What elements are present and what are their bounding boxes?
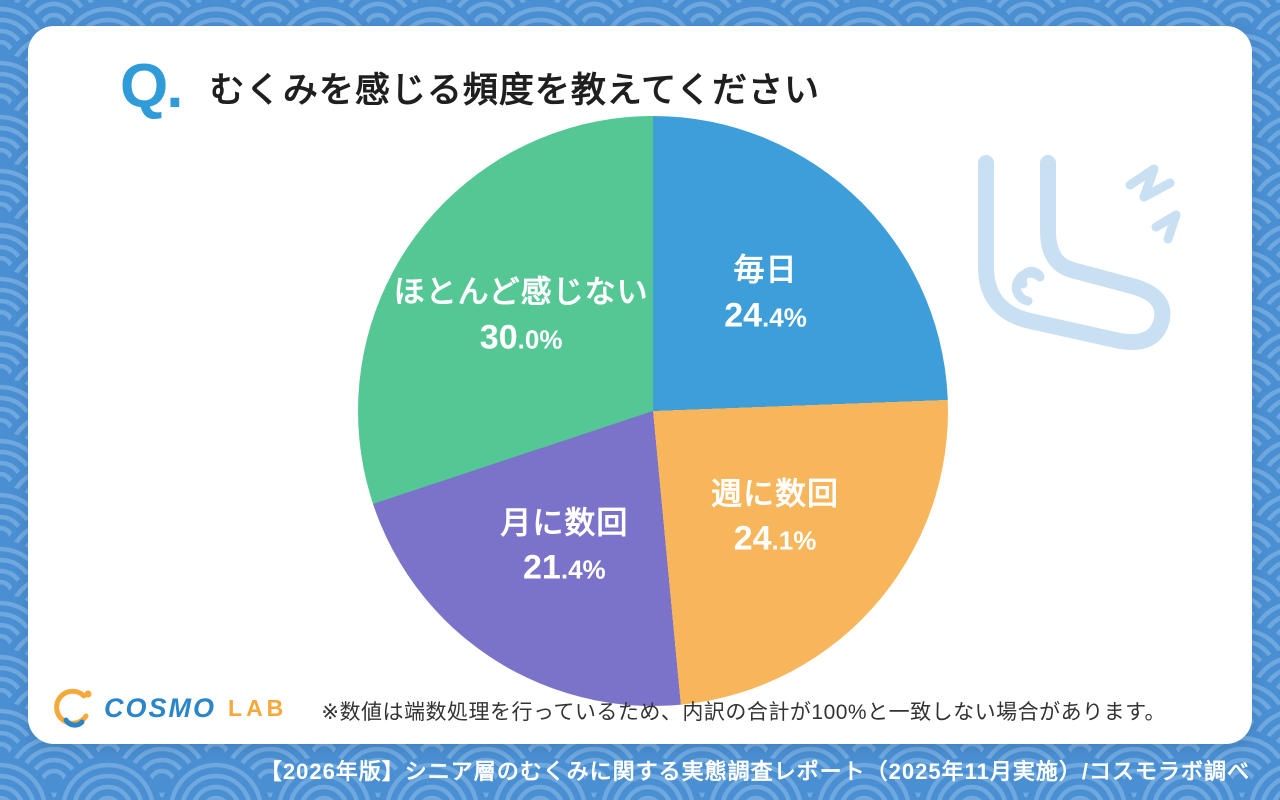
question-q-mark: Q. bbox=[120, 52, 183, 121]
pie-slice-label: 週に数回 24.1% bbox=[711, 476, 840, 558]
pie-slice-label: 月に数回 21.4% bbox=[500, 505, 629, 587]
cosmo-lab-logo-icon bbox=[54, 688, 92, 728]
footer-caption: 【2026年版】シニア層のむくみに関する実態調査レポート（2025年11月実施）… bbox=[259, 759, 1250, 784]
page-title: むくみを感じる頻度を教えてください bbox=[209, 70, 821, 110]
question-header: Q. むくみを感じる頻度を教えてください bbox=[120, 56, 820, 118]
pie-slice-label: ほとんど感じない 30.0% bbox=[393, 274, 649, 357]
logo-brand-text: COSMO bbox=[104, 692, 217, 723]
pie-slice-label: 毎日 24.4% bbox=[724, 252, 807, 335]
rounding-footnote: ※数値は端数処理を行っているため、内訳の合計が100%と一致しない場合があります… bbox=[321, 701, 1166, 724]
survey-card: Q. むくみを感じる頻度を教えてください 毎日 24.4% 週に数回 24.1% 月に数… bbox=[28, 26, 1252, 744]
logo-suffix-text: LAB bbox=[228, 694, 288, 721]
pie-slice-labels: 毎日 24.4% 週に数回 24.1% 月に数回 21.4% ほとんど感じない 30.0% bbox=[358, 116, 948, 706]
ache-spiral-icon bbox=[1011, 266, 1045, 306]
pie-chart bbox=[358, 116, 948, 706]
pain-zigzag-icon bbox=[1151, 210, 1181, 244]
pie-chart-area: 毎日 24.4% 週に数回 24.1% 月に数回 21.4% ほとんど感じない 30.0% bbox=[358, 116, 948, 706]
pain-zigzag-icon bbox=[1125, 164, 1175, 202]
cosmo-lab-logo: COSMO LAB bbox=[48, 686, 287, 730]
swollen-foot-icon bbox=[978, 155, 1181, 350]
